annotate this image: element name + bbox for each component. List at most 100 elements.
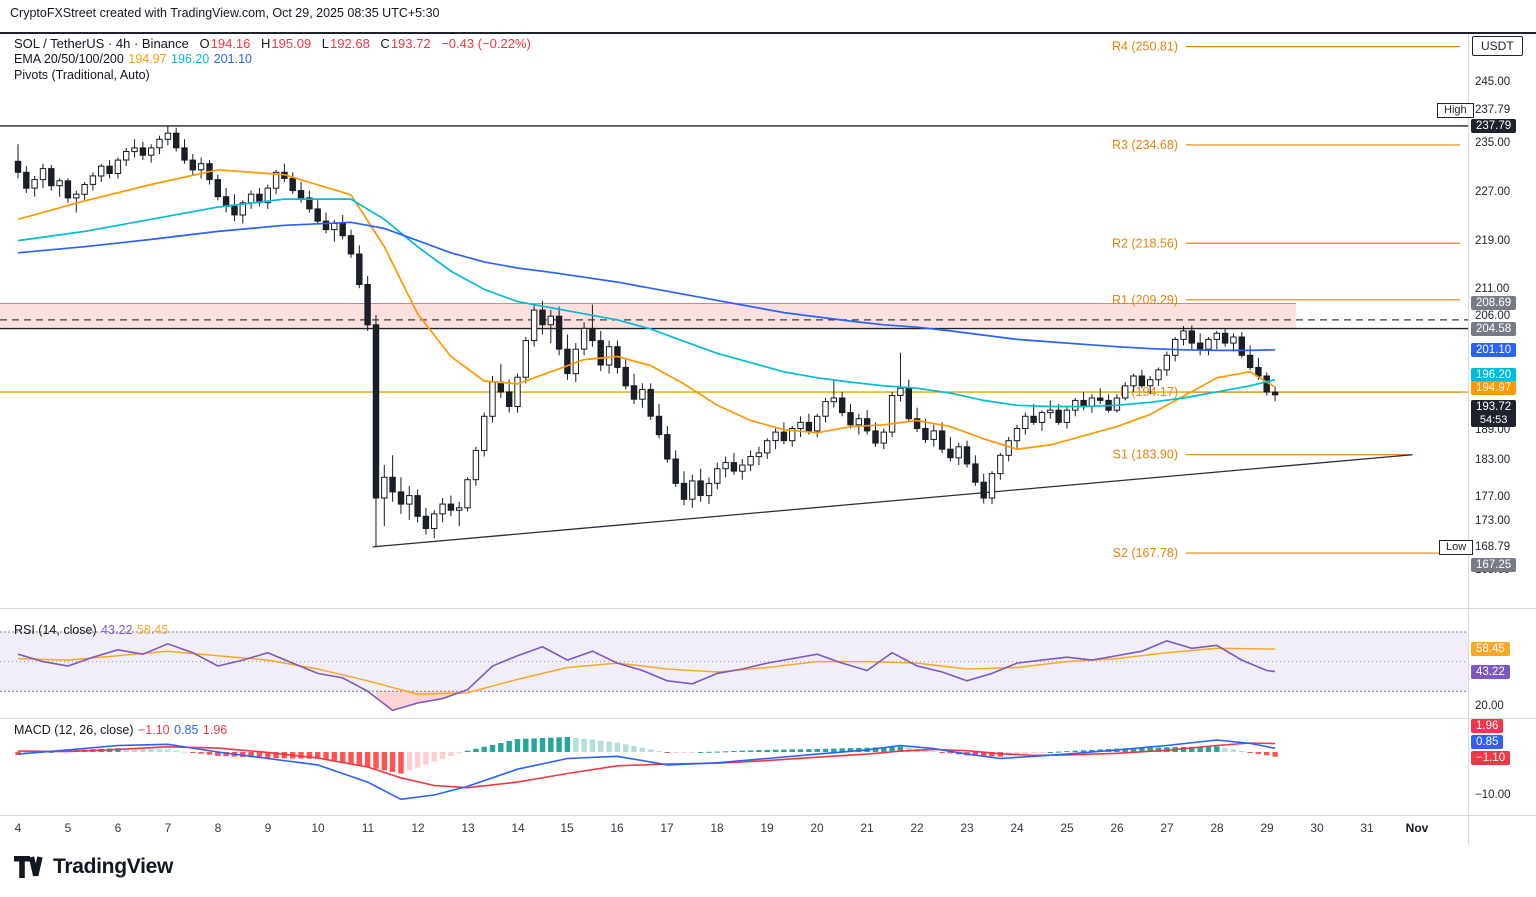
time-axis-label: 12	[411, 821, 425, 835]
candle-down	[106, 165, 113, 174]
macd-histogram-bar	[448, 752, 454, 757]
candle-down	[139, 147, 147, 156]
symbol-legend[interactable]: SOL / TetherUS · 4h · Binance O194.16 H1…	[14, 36, 531, 52]
macd-histogram-bar	[181, 751, 188, 753]
ema20-line	[17, 168, 1276, 451]
change-value: −0.43 (−0.22%)	[441, 36, 531, 51]
pivot-label: R2 (218.56)	[1112, 236, 1178, 250]
time-axis-label: 24	[1010, 821, 1024, 835]
macd-line	[17, 739, 1276, 801]
candle-down	[506, 391, 513, 407]
price-axis-label: 206.00	[1475, 310, 1511, 322]
macd-histogram-bar	[1022, 752, 1028, 754]
macd-legend-label[interactable]: MACD (12, 26, close)	[14, 723, 134, 737]
candle-up	[997, 454, 1004, 475]
macd-histogram-bar	[215, 752, 221, 756]
time-axis[interactable]: 4 5 6 7 8 9 10 11 12 13 14 15 16 17 18 19 20 21 22 23 24 25 26…	[0, 819, 1468, 843]
rsi-ma-value: 58.45	[136, 623, 169, 637]
macd-histogram-bar	[315, 752, 321, 759]
macd-histogram-bar	[989, 752, 995, 757]
high-value: 195.09	[271, 36, 312, 51]
tradingview-logo[interactable]: TradingView	[14, 855, 173, 879]
candle-down	[980, 481, 987, 499]
macd-histogram-bar	[1122, 748, 1128, 752]
time-axis-label: 6	[114, 821, 122, 835]
macd-legend[interactable]: MACD (12, 26, close) −1.10 0.85 1.96	[14, 723, 227, 739]
candle-down	[1246, 354, 1254, 368]
price-axis[interactable]: USDT 245.00 237.79 235.00 227.00 219.00 211.0…	[1468, 0, 1536, 897]
rsi-legend[interactable]: RSI (14, close) 43.22 58.45	[14, 623, 168, 639]
macd-histogram-bar	[839, 748, 845, 752]
macd-histogram-bar	[398, 752, 404, 774]
macd-histogram-bar	[939, 752, 945, 753]
time-axis-label: 20	[810, 821, 824, 835]
candle-down	[697, 480, 704, 496]
candle-down	[847, 412, 854, 426]
macd-histogram-bar	[123, 748, 129, 752]
candle-down	[680, 482, 688, 500]
macd-histogram-bar	[947, 752, 954, 754]
ema-legend-label[interactable]: EMA 20/50/100/200	[14, 52, 124, 66]
time-axis-label: 31	[1360, 821, 1374, 835]
tradingview-logo-text: TradingView	[53, 855, 174, 878]
macd-histogram-bar	[381, 752, 387, 771]
candle-up	[197, 163, 205, 171]
time-axis-label: 16	[610, 821, 624, 835]
macd-histogram-bar	[889, 746, 895, 752]
macd-histogram-bar	[872, 747, 879, 752]
candle-up	[830, 397, 837, 403]
macd-histogram-bar	[156, 749, 163, 752]
countdown-timer: 54:53	[1479, 414, 1508, 426]
high-label: H	[261, 36, 271, 51]
candle-up	[705, 482, 713, 497]
macd-histogram-bar	[764, 749, 770, 752]
macd-histogram-bar	[1214, 746, 1220, 752]
macd-histogram-bar	[198, 752, 204, 754]
candle-up	[56, 180, 63, 187]
macd-histogram-bar	[981, 752, 987, 757]
macd-histogram-bar	[714, 751, 720, 753]
macd-histogram-bar	[589, 739, 596, 752]
candle-down	[1138, 375, 1146, 387]
macd-histogram-bar	[772, 749, 779, 752]
candle-down	[447, 503, 455, 511]
candle-down	[913, 418, 921, 430]
macd-histogram-bar	[190, 752, 196, 753]
candle-down	[1188, 330, 1195, 344]
macd-histogram-bar	[1189, 746, 1195, 752]
candle-up	[1063, 409, 1071, 423]
candle-down	[1030, 415, 1037, 423]
macd-histogram-bar	[506, 741, 512, 752]
time-axis-label: 27	[1160, 821, 1174, 835]
symbol-title[interactable]: SOL / TetherUS · 4h · Binance	[14, 36, 189, 51]
rsi-legend-label[interactable]: RSI (14, close)	[14, 623, 97, 637]
candle-up	[1155, 369, 1162, 381]
high-price-label: High	[1437, 103, 1474, 118]
candle-down	[389, 476, 396, 493]
candle-down	[655, 415, 663, 436]
macd-histogram-bar	[298, 752, 304, 759]
candle-up	[1230, 336, 1237, 344]
pivots-legend[interactable]: Pivots (Traditional, Auto)	[14, 68, 150, 84]
candle-down	[372, 324, 380, 499]
candle-down	[339, 223, 346, 237]
macd-histogram-bar	[1155, 747, 1162, 752]
candle-down	[364, 284, 371, 326]
macd-histogram-bar	[356, 752, 362, 766]
macd-axis-label: −10.00	[1475, 789, 1511, 801]
macd-histogram-bar	[1272, 752, 1278, 757]
macd-histogram-bar	[831, 748, 837, 752]
candle-down	[181, 147, 188, 161]
ema-legend[interactable]: EMA 20/50/100/200 194.97 196.20 201.10	[14, 52, 252, 68]
pivots-legend-label[interactable]: Pivots (Traditional, Auto)	[14, 68, 150, 82]
macd-histogram-bar	[906, 747, 912, 752]
macd-histogram-bar	[1039, 752, 1045, 753]
macd-histogram-bar	[489, 744, 496, 752]
candle-up	[514, 376, 521, 408]
candle-down	[922, 428, 929, 440]
candle-up	[747, 456, 754, 466]
macd-histogram-bar	[140, 748, 146, 752]
macd-histogram-bar	[556, 737, 562, 752]
